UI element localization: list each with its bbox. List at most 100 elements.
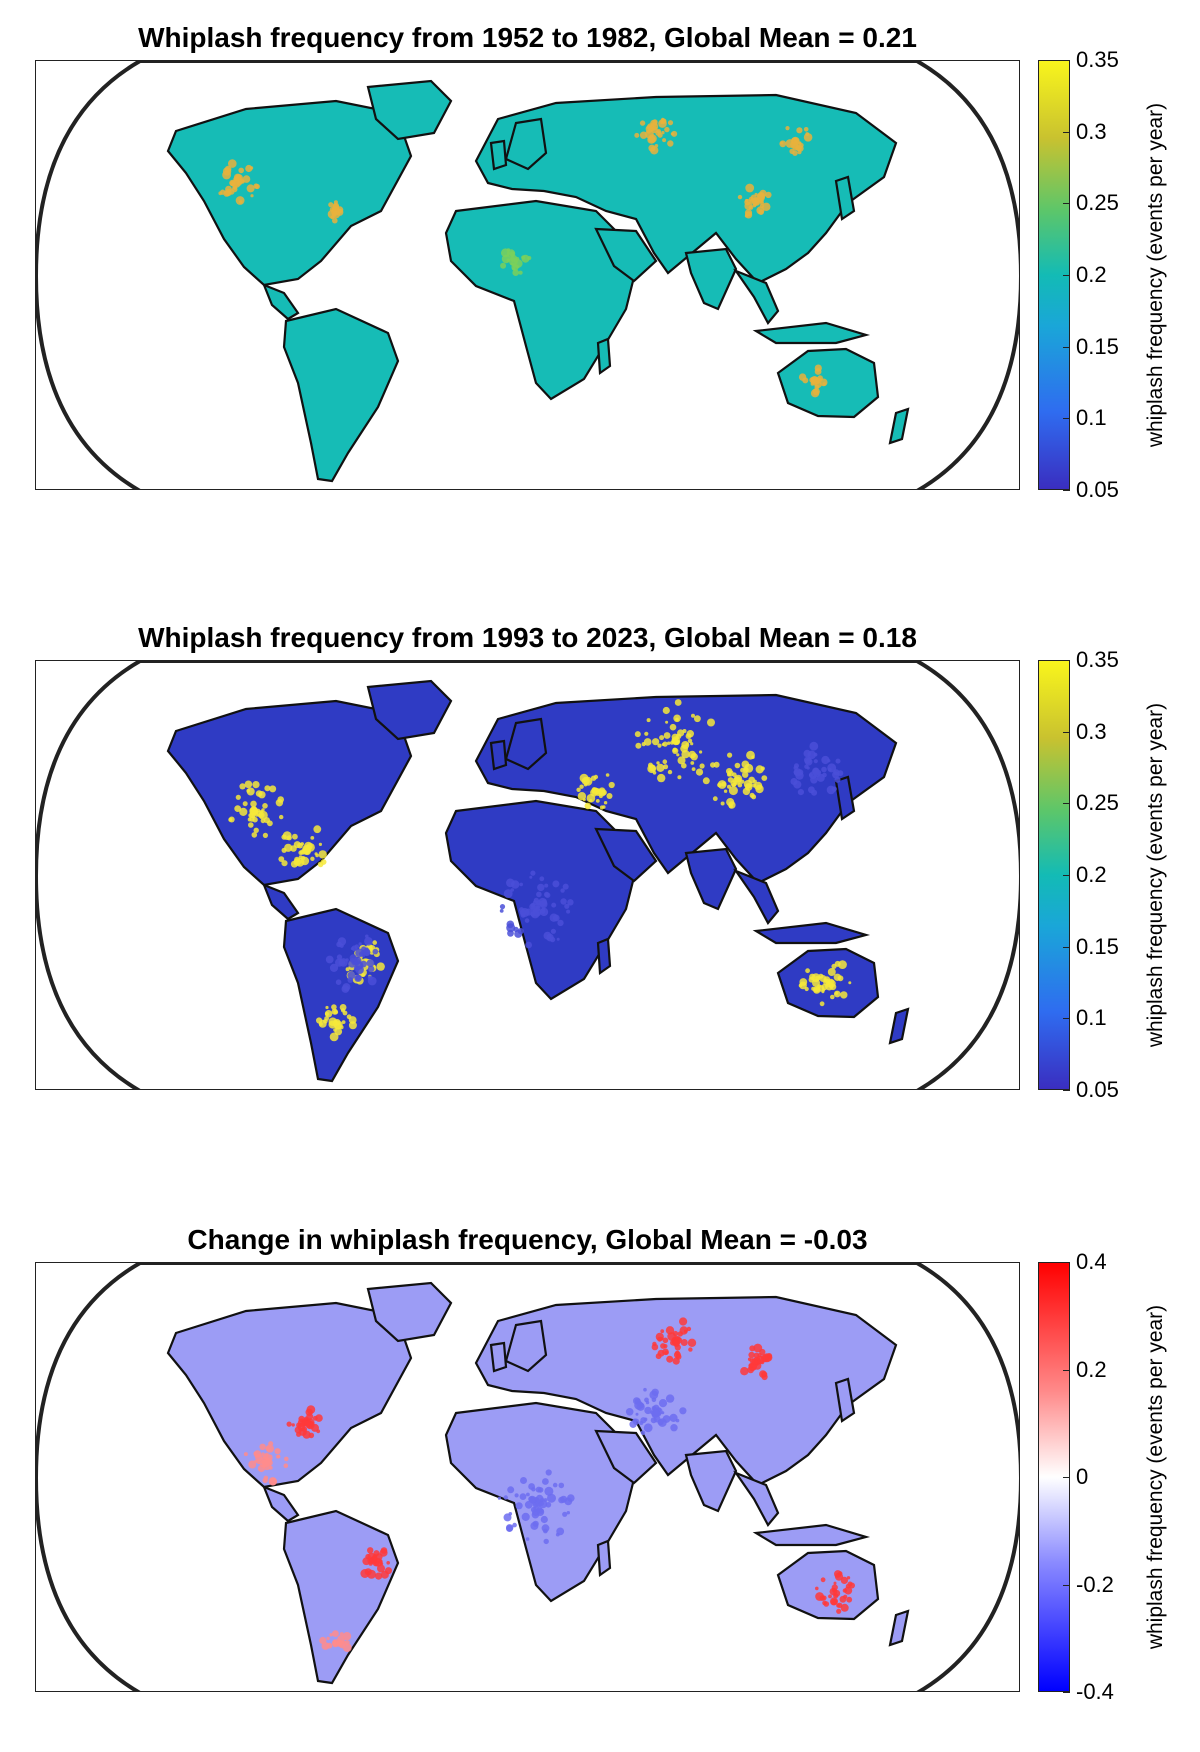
data-speckle [674,699,682,706]
uk [489,739,508,771]
data-speckle [250,800,257,808]
data-speckle [690,753,698,761]
data-speckle [740,779,745,784]
data-speckle [555,1532,560,1537]
colorbar-tickmark [1063,946,1070,948]
north-america [166,699,413,887]
data-speckle [822,772,827,778]
data-speckle [740,1367,749,1376]
central-america [262,283,300,321]
colorbar-tick: 0.3 [1076,718,1107,744]
data-speckle [691,713,695,718]
robinson-projection-outline [36,661,1019,1089]
data-speckle [748,1351,755,1359]
data-speckle [268,1441,274,1447]
colorbar-tick: -0.4 [1076,1679,1114,1704]
data-speckle [506,248,511,252]
data-speckle [536,1506,543,1513]
scandinavia [504,117,548,171]
data-speckle [525,1537,530,1541]
data-speckle [840,991,848,999]
data-speckle [279,814,284,820]
data-speckle [269,785,277,793]
data-speckle [515,1502,523,1510]
data-speckle [664,126,670,133]
data-speckle [331,1004,337,1010]
data-speckle [545,1469,552,1476]
data-speckle [224,165,232,173]
data-speckle [552,914,560,922]
data-speckle [759,1348,766,1356]
data-speckle [727,752,733,758]
data-speckle [254,1459,258,1464]
data-speckle [530,1506,537,1513]
data-speckle [286,1421,292,1427]
data-speckle [506,1525,513,1532]
data-speckle [243,1452,248,1457]
data-speckle [814,368,822,375]
data-speckle [531,1487,536,1492]
data-speckle [562,1511,568,1517]
data-speckle [521,254,530,263]
data-speckle [560,898,567,905]
data-speckle [749,1367,754,1371]
data-speckle [233,176,240,182]
data-speckle [656,763,665,772]
data-speckle [849,1582,855,1589]
colorbar-tickmark [1063,275,1070,276]
data-speckle [813,987,819,993]
data-speckle [840,1576,849,1584]
data-speckle [332,202,339,209]
hotspot-pattern [243,1317,855,1652]
data-speckle [258,811,265,819]
data-speckle [344,1640,350,1646]
data-speckle [793,780,802,789]
data-speckle [730,780,737,787]
data-speckle [646,718,651,723]
data-speckle [670,741,674,745]
data-speckle [835,758,841,764]
data-speckle [503,889,513,898]
data-speckle [694,715,701,723]
data-speckle [699,750,703,754]
data-speckle [647,764,657,774]
colorbar-tick: 0.15 [1076,933,1119,959]
data-speckle [634,132,640,138]
data-speckle [530,870,536,876]
data-speckle [365,934,369,939]
colorbar-tick: 0.25 [1076,190,1119,216]
data-speckle [660,120,664,124]
data-speckle [751,755,755,759]
data-speckle [345,958,349,962]
data-speckle [308,1432,315,1439]
data-speckle [550,928,557,934]
data-speckle [667,741,671,745]
data-speckle [846,1576,851,1580]
data-speckle [325,955,334,964]
data-speckle [812,388,820,396]
colorbar-tick: 0.1 [1076,1005,1107,1031]
data-speckle [220,189,226,195]
data-speckle [364,937,373,946]
data-speckle [755,765,764,774]
southeast-asia [733,268,780,325]
data-speckle [315,853,319,858]
data-speckle [808,976,815,983]
data-speckle [329,1633,333,1637]
data-speckle [833,1589,841,1597]
colorbar-tick: 0.05 [1076,477,1119,502]
data-speckle [347,971,356,980]
data-speckle [240,179,245,184]
data-speckle [547,1493,556,1503]
data-speckle [336,941,342,948]
data-speckle [810,376,819,384]
data-speckle [325,1005,329,1010]
data-speckle [661,1411,665,1415]
data-speckle [551,902,557,908]
southeast-asia [733,1470,780,1527]
data-speckle [332,1630,339,1637]
data-speckle [318,850,327,859]
greenland [366,1281,453,1343]
data-speckle [532,907,542,917]
data-speckle [683,1329,688,1333]
